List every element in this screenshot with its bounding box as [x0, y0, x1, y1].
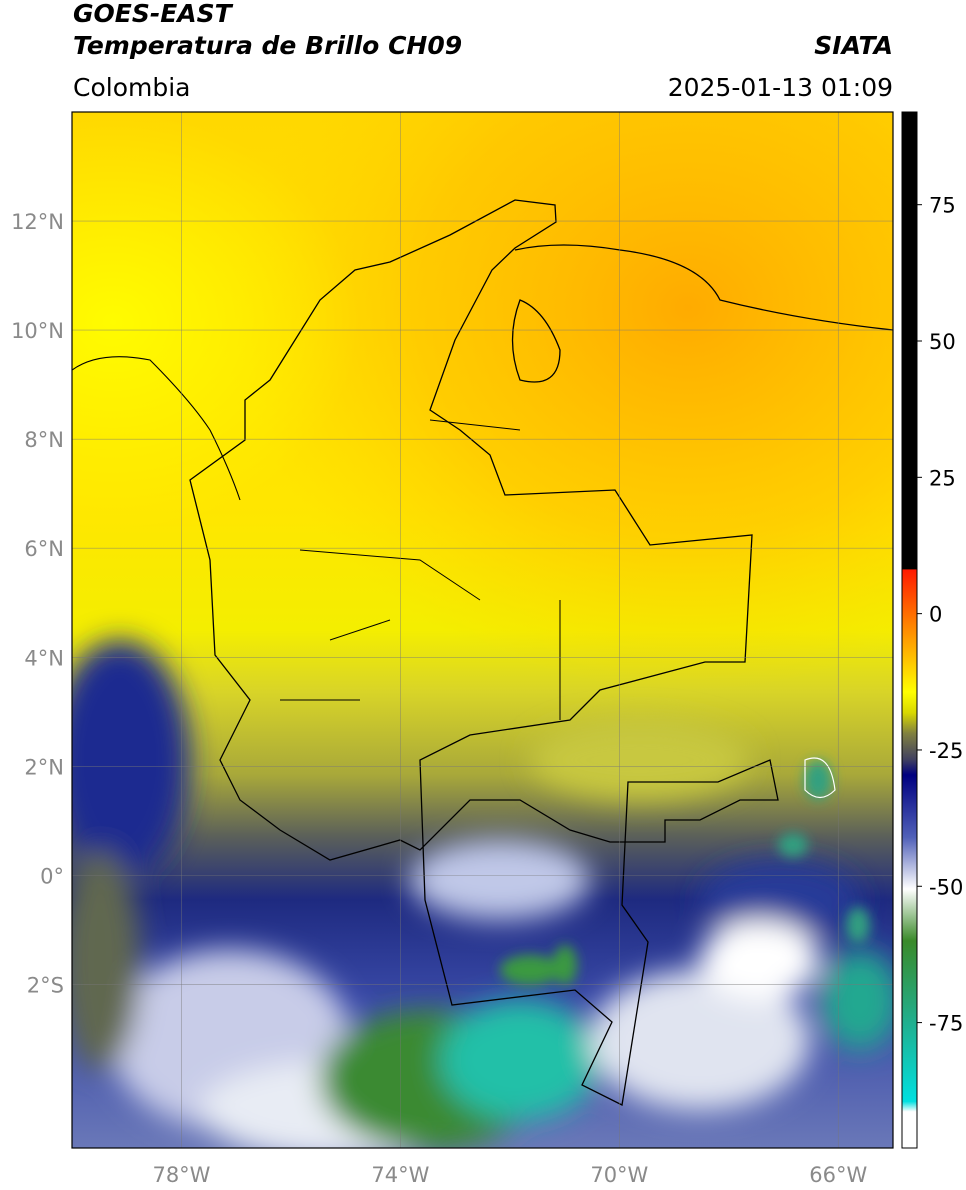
colorbar-tick-label: 50 [929, 330, 956, 354]
colorbar-tick-label: -25 [929, 739, 963, 763]
colorbar-tick-label: -50 [929, 875, 963, 899]
lat-tick-label: 8°N [24, 428, 64, 452]
colorbar-tick-label: -75 [929, 1012, 963, 1036]
lat-tick-label: 4°N [24, 646, 64, 670]
lat-tick-label: 2°S [27, 973, 64, 997]
satellite-title: GOES-EAST [73, 0, 234, 28]
lat-tick-label: 6°N [24, 537, 64, 561]
lat-tick-label: 10°N [11, 319, 64, 343]
lon-tick-label: 74°W [371, 1163, 429, 1187]
source-label: SIATA [814, 31, 893, 60]
product-title: Temperatura de Brillo CH09 [73, 31, 462, 60]
map-frame [71, 111, 894, 1149]
graticule [72, 112, 893, 1148]
lon-tick-label: 66°W [809, 1163, 867, 1187]
timestamp: 2025-01-13 01:09 [668, 73, 893, 102]
colorbar-tick-label: 0 [929, 603, 942, 627]
region-label: Colombia [73, 73, 190, 102]
colorbar [901, 111, 918, 1149]
colorbar-tick-label: 75 [929, 194, 956, 218]
lon-tick-label: 78°W [152, 1163, 210, 1187]
colorbar-tick-label: 25 [929, 466, 956, 490]
lat-tick-label: 12°N [11, 210, 64, 234]
lat-tick-label: 0° [40, 864, 64, 888]
lon-tick-label: 70°W [590, 1163, 648, 1187]
satellite-image [72, 112, 893, 1148]
lat-tick-label: 2°N [24, 755, 64, 779]
